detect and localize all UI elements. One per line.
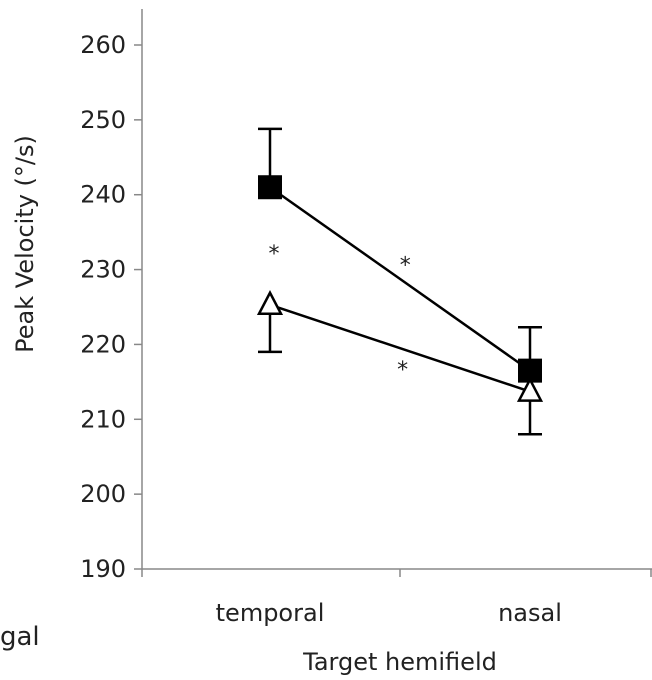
data-point-triangle xyxy=(516,376,544,402)
y-axis-title: Peak Velocity (°/s) xyxy=(11,135,39,353)
y-tick-label: 230 xyxy=(80,256,126,284)
y-tick-label: 220 xyxy=(80,330,126,358)
significance-marker: * xyxy=(397,358,408,383)
x-axis-title: Target hemifield xyxy=(302,648,497,676)
x-axis-ticks: temporal nasal xyxy=(141,569,652,627)
x-category-label: nasal xyxy=(498,599,562,627)
series-line xyxy=(269,303,531,393)
x-category-label: temporal xyxy=(216,599,325,627)
significance-marker: * xyxy=(269,242,280,267)
significance-marker: * xyxy=(400,254,411,279)
data-point-triangle xyxy=(256,290,284,316)
y-tick-label: 210 xyxy=(80,405,126,433)
y-tick-label: 250 xyxy=(80,106,126,134)
data-point-square xyxy=(258,175,282,200)
cropped-left-label: gal xyxy=(0,622,40,652)
y-axis-ticks: 190 200 210 220 230 240 250 260 xyxy=(80,31,142,583)
y-tick-label: 190 xyxy=(80,555,126,583)
y-tick-label: 260 xyxy=(80,31,126,59)
series-line xyxy=(269,186,531,372)
annotations: * * * xyxy=(269,242,411,383)
y-tick-label: 240 xyxy=(80,181,126,209)
y-tick-label: 200 xyxy=(80,480,126,508)
series-layer xyxy=(256,127,544,436)
